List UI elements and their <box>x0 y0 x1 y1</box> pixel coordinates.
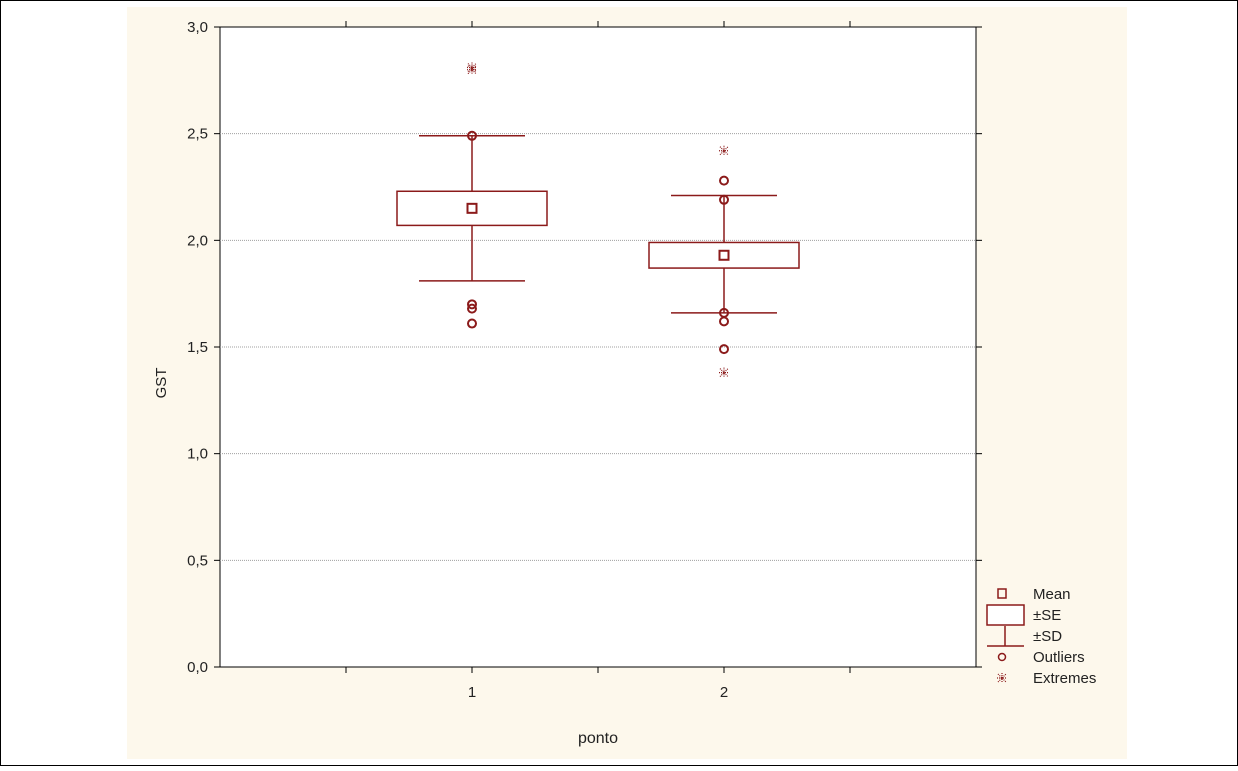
legend-sd-icon <box>987 626 1024 647</box>
mean-marker <box>466 202 478 214</box>
extreme-point <box>719 145 729 156</box>
x-tick-label: 2 <box>720 684 728 701</box>
box-plot-marks <box>396 62 800 378</box>
legend-item: Mean <box>997 586 1071 603</box>
legend-mean-icon <box>997 588 1007 599</box>
outlier-point <box>467 299 477 310</box>
outlier-point <box>467 130 477 141</box>
y-tick-label: 0,5 <box>187 552 208 569</box>
x-tick-label: 1 <box>468 684 476 701</box>
outlier-point <box>467 318 477 329</box>
y-tick-label: 0,0 <box>187 659 208 676</box>
y-tick-label: 2,0 <box>187 232 208 249</box>
legend-label: ±SD <box>1033 628 1062 645</box>
mean-marker <box>718 249 730 261</box>
y-tick-label: 1,5 <box>187 339 208 356</box>
legend-item: Outliers <box>997 649 1085 666</box>
legend-outlier-icon <box>997 652 1007 662</box>
outlier-point <box>467 303 477 314</box>
outlier-point <box>719 194 729 205</box>
extreme-point <box>467 64 477 75</box>
se-box <box>396 190 548 227</box>
axes: 0,0 0,5 1,0 1,5 2,0 2,5 3,0 1 2 <box>187 19 982 701</box>
legend-item: ±SD <box>987 626 1062 647</box>
y-axis-title: GST <box>153 368 170 399</box>
legend-se-icon <box>986 604 1025 626</box>
outlier-point <box>719 344 729 355</box>
y-tick-label: 3,0 <box>187 19 208 36</box>
legend-extreme-star <box>997 673 1007 683</box>
legend-label: Extremes <box>1033 670 1096 687</box>
se-box <box>648 241 800 269</box>
outlier-point <box>719 316 729 327</box>
legend-extreme-icon <box>997 673 1007 683</box>
legend: Mean ±SE ±SD Outliers Extremes <box>986 586 1096 687</box>
legend-item: Extremes <box>997 670 1096 687</box>
extreme-point <box>719 367 729 378</box>
legend-label: Mean <box>1033 586 1071 603</box>
legend-label: Outliers <box>1033 649 1085 666</box>
outlier-point <box>719 175 729 186</box>
gridlines <box>220 133 976 561</box>
legend-label: ±SE <box>1033 607 1061 624</box>
box-group <box>648 145 800 378</box>
y-tick-label: 2,5 <box>187 126 208 143</box>
y-tick-label: 1,0 <box>187 446 208 463</box>
x-axis-title: ponto <box>578 730 618 747</box>
legend-item: ±SE <box>986 604 1061 626</box>
box-group <box>396 62 548 329</box>
